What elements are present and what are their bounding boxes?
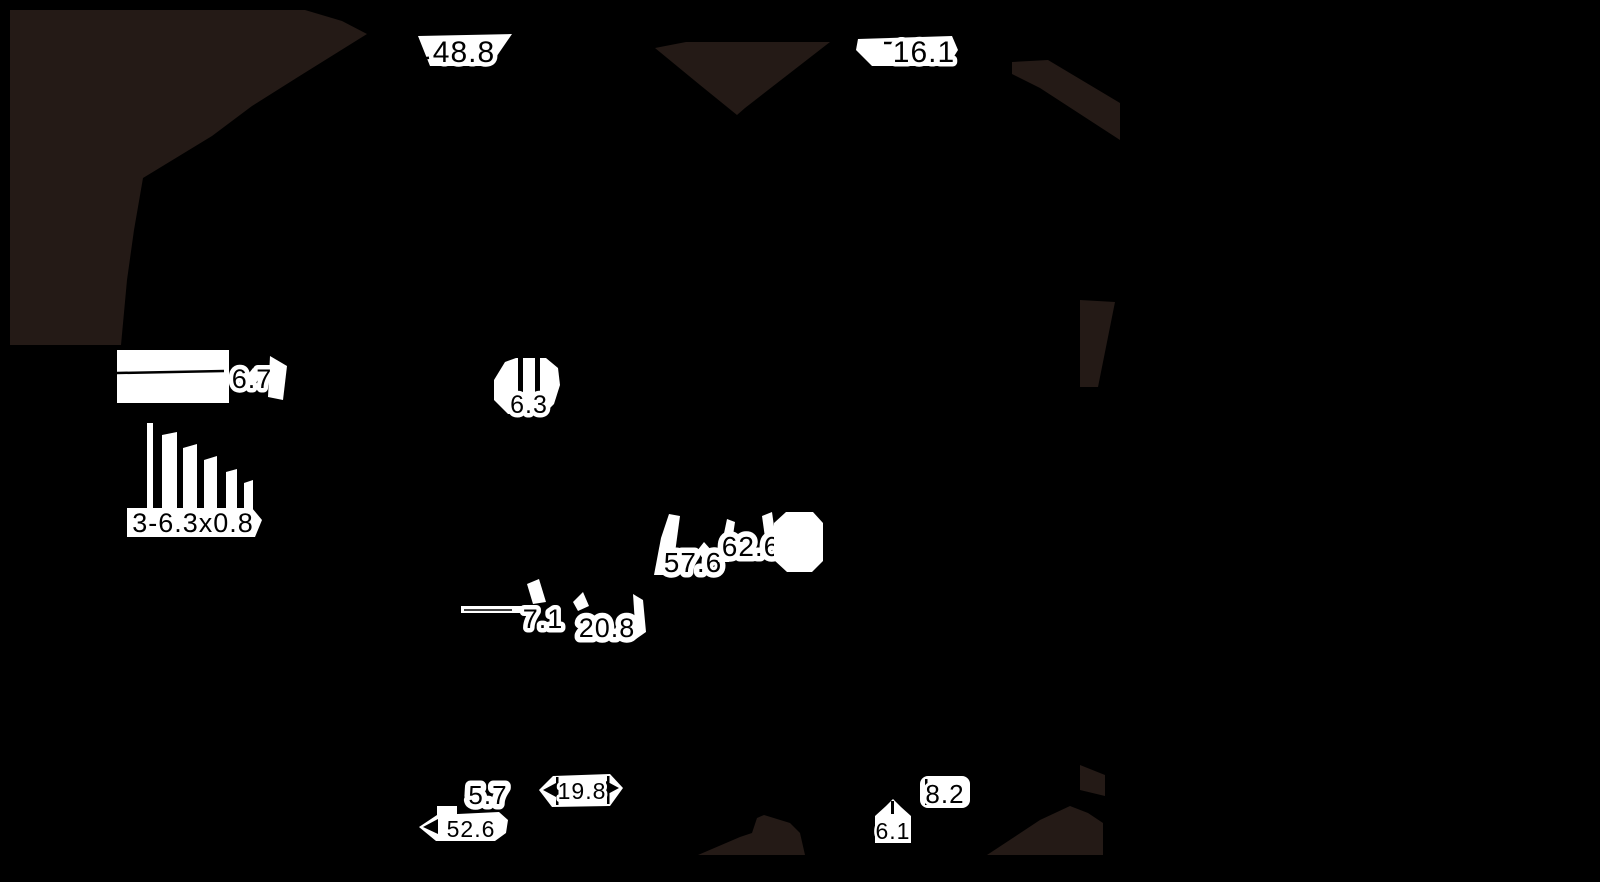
dim-57-6-wing [654, 514, 680, 575]
product-photo-v-fragment [655, 42, 830, 115]
hatch-stripe [147, 423, 153, 510]
dim-48-8-leader-line [408, 55, 437, 62]
hatch-stripe [226, 469, 237, 510]
dim-6-3-halo [494, 358, 560, 414]
dim-6-1-label: 6.1 [876, 818, 911, 844]
octagon-blob [774, 512, 823, 572]
dim-57-6-star [697, 542, 712, 560]
dim-20-8-label: 20.8 [579, 613, 636, 643]
dim-5-7-label: 5.7 [468, 780, 507, 810]
dim-19-8-label: 19.8 [558, 778, 607, 804]
dim-5-7-ext-stub-left [473, 772, 481, 779]
dim-19-8-arrow-left [543, 783, 556, 797]
dim-16-1-label: 16.1 [893, 36, 955, 69]
dim-62-6-wing-right [762, 512, 777, 552]
dim-19-8-ext-left [556, 777, 559, 805]
product-photo-bottom-right-1 [1080, 765, 1105, 796]
product-photo-sliver [1080, 300, 1115, 387]
dim-7-1-flare [527, 579, 546, 604]
insert-bar-shape [117, 350, 229, 403]
hatch-stripe [162, 432, 177, 510]
dim-6-7-star-flare [246, 368, 261, 386]
product-photo-bottom-middle [698, 815, 805, 855]
dim-6-1-halo [875, 799, 911, 843]
dim-6-3-ext-line-right [535, 358, 540, 400]
dim-7-1-label: 7.1 [523, 604, 564, 634]
hatch-stripe [183, 444, 197, 510]
insert-bar-centerline [116, 369, 225, 375]
dim-57-6-label: 57.6 [664, 547, 723, 578]
dim-16-1-halo [856, 36, 958, 66]
dim-52-6-arrow-left [423, 819, 438, 834]
dim-48-8-label: 48.8 [433, 36, 495, 69]
product-photo-bottom-right-2 [987, 806, 1103, 855]
dim-8-2-halo [920, 776, 970, 808]
dim-52-6-tab [437, 806, 457, 816]
dim-6-3-label: 6.3 [510, 391, 548, 419]
dim-48-8-halo [418, 34, 512, 66]
dim-8-2-ext-left [925, 779, 928, 805]
dim-52-6-label: 52.6 [447, 816, 496, 842]
dim-52-6-halo [419, 812, 508, 841]
product-photo-top-left [10, 10, 367, 345]
dim-6-3-ext-line-left [518, 358, 523, 398]
dim-20-8-wing-left [573, 592, 589, 611]
dim-6-1-ext-stub [891, 801, 894, 814]
dim-19-8-ext-right [607, 776, 610, 804]
dim-6-7-arrow-flare [268, 356, 287, 400]
dim-20-8-wing-right [633, 594, 646, 639]
hatch-stripe [204, 456, 217, 510]
dim-62-6-label: 62.6 [722, 531, 781, 562]
hatch-stripe [244, 480, 253, 510]
hatch-stripes [147, 423, 253, 510]
product-photo-diagonal-fragment [1012, 60, 1120, 140]
note-3-6-3x0-8-halo [127, 508, 262, 537]
dim-6-7-label: 6.7 [232, 364, 273, 394]
dim-19-8-halo [539, 774, 623, 807]
note-3-6-3x0-8-label: 3-6.3x0.8 [132, 508, 254, 538]
dim-62-6-wing-left [718, 519, 735, 562]
dim-8-2-label: 8.2 [925, 779, 964, 809]
dim-5-7-ext-stub-right [497, 772, 505, 779]
